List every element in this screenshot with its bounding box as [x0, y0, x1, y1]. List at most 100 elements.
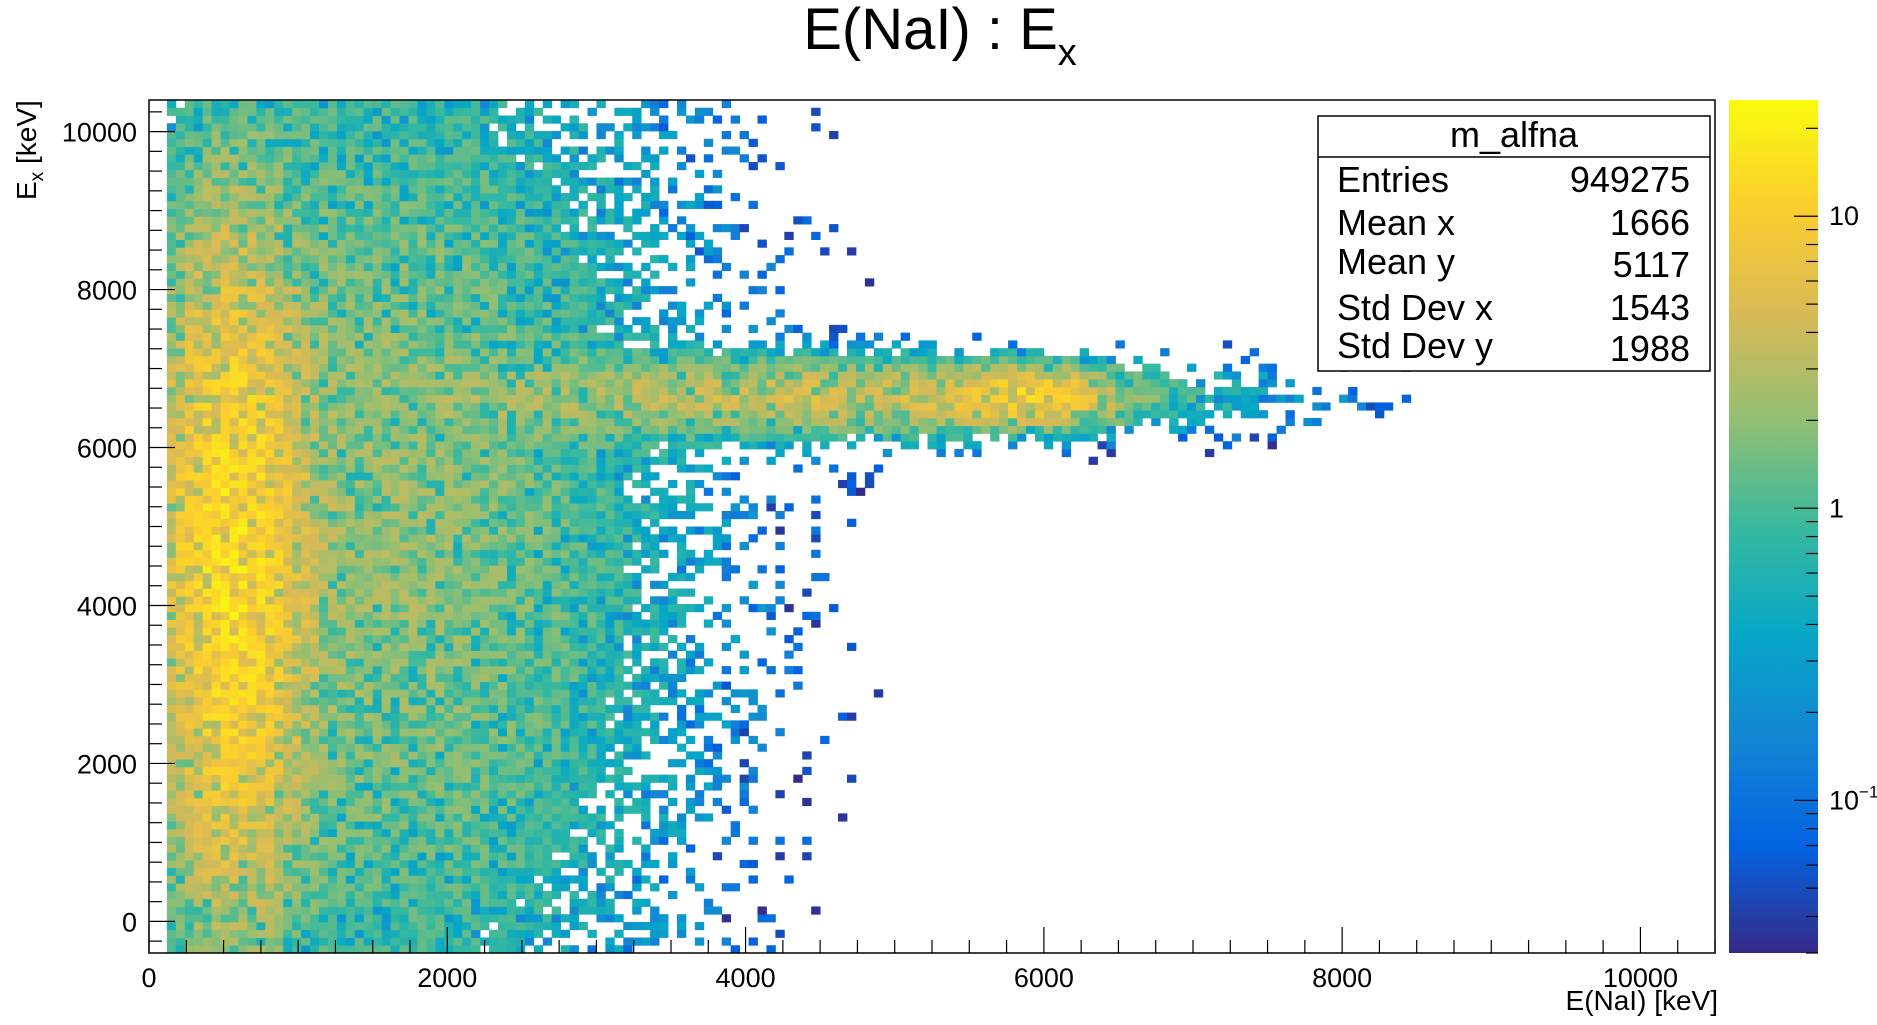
heatmap-cell: [363, 898, 374, 907]
heatmap-cell: [480, 642, 490, 651]
heatmap-cell: [363, 138, 374, 147]
heatmap-cell: [193, 472, 204, 481]
heatmap-cell: [480, 797, 490, 807]
heatmap-cell: [175, 666, 186, 675]
heatmap-cell: [560, 929, 570, 938]
heatmap-cell: [524, 611, 535, 620]
heatmap-cell: [426, 247, 436, 256]
heatmap-cell: [426, 379, 436, 388]
heatmap-cell: [435, 185, 445, 194]
heatmap-cell: [435, 689, 445, 698]
heatmap-cell: [238, 751, 248, 760]
heatmap-cell: [301, 650, 311, 659]
heatmap-cell: [551, 697, 562, 706]
heatmap-cell: [292, 115, 302, 124]
heatmap-cell: [283, 526, 293, 535]
heatmap-cell: [462, 208, 472, 217]
heatmap-cell: [542, 495, 553, 504]
heatmap-cell: [497, 697, 508, 706]
heatmap-cell: [220, 797, 230, 807]
heatmap-cell: [390, 503, 400, 512]
heatmap-cell: [435, 921, 445, 931]
heatmap-cell: [274, 666, 284, 675]
heatmap-cell: [319, 200, 329, 209]
heatmap-cell: [202, 441, 213, 450]
heatmap-cell: [435, 666, 445, 675]
heatmap-cell: [533, 301, 544, 310]
heatmap-cell: [211, 704, 221, 713]
heatmap-cell: [238, 169, 248, 178]
heatmap-cell: [256, 906, 266, 915]
heatmap-cell: [166, 766, 177, 776]
heatmap-cell: [524, 510, 535, 520]
heatmap-cell: [497, 495, 508, 504]
heatmap-cell: [202, 797, 213, 807]
heatmap-cell: [229, 317, 239, 326]
heatmap-cell: [390, 425, 400, 434]
heatmap-cell: [211, 542, 221, 551]
heatmap-cell: [238, 371, 248, 380]
heatmap-cell: [426, 224, 436, 233]
heatmap-cell: [363, 774, 374, 783]
heatmap-cell: [480, 371, 490, 380]
heatmap-cell: [542, 433, 553, 442]
heatmap-cell: [229, 107, 239, 116]
heatmap-cell: [515, 697, 526, 706]
heatmap-cell: [247, 301, 257, 310]
heatmap-cell: [551, 193, 562, 202]
heatmap-cell: [462, 945, 472, 953]
heatmap-cell: [372, 813, 383, 822]
heatmap-cell: [292, 859, 302, 869]
heatmap-cell: [166, 867, 177, 876]
heatmap-cell: [301, 681, 311, 690]
heatmap-cell: [408, 200, 418, 209]
heatmap-cell: [184, 666, 195, 675]
heatmap-cell: [202, 402, 213, 411]
heatmap-cell: [471, 107, 481, 116]
heatmap-cell: [471, 286, 481, 295]
heatmap-cell: [354, 650, 365, 659]
heatmap-cell: [417, 697, 427, 706]
heatmap-cell: [238, 262, 248, 271]
heatmap-cell: [480, 286, 490, 295]
heatmap-cell: [515, 162, 526, 171]
heatmap-cell: [435, 200, 445, 209]
heatmap-cell: [336, 852, 347, 861]
heatmap-cell: [390, 433, 400, 442]
heatmap-cell: [363, 123, 374, 132]
heatmap-cell: [471, 898, 481, 907]
heatmap-cell: [336, 425, 347, 434]
heatmap-cell: [211, 278, 221, 287]
heatmap-cell: [310, 146, 320, 155]
heatmap-cell: [408, 828, 418, 838]
heatmap-cell: [220, 565, 230, 574]
heatmap-cell: [283, 270, 293, 279]
heatmap-cell: [354, 154, 365, 163]
heatmap-cell: [408, 929, 418, 938]
heatmap-cell: [560, 479, 570, 489]
heatmap-cell: [184, 774, 195, 783]
heatmap-cell: [319, 704, 329, 713]
heatmap-cell: [471, 821, 481, 830]
heatmap-cell: [229, 448, 239, 458]
heatmap-cell: [310, 348, 320, 357]
heatmap-cell: [497, 169, 508, 178]
heatmap-cell: [381, 131, 392, 140]
heatmap-cell: [274, 549, 284, 558]
heatmap-cell: [399, 169, 409, 178]
heatmap-cell: [444, 565, 454, 574]
heatmap-cell: [211, 162, 221, 171]
heatmap-cell: [256, 704, 266, 713]
heatmap-cell: [399, 712, 409, 721]
heatmap-cell: [471, 239, 481, 248]
heatmap-cell: [336, 479, 347, 489]
heatmap-cell: [319, 286, 329, 295]
heatmap-cell: [256, 898, 266, 907]
heatmap-cell: [489, 286, 499, 295]
heatmap-cell: [256, 301, 266, 310]
heatmap-cell: [229, 627, 239, 636]
heatmap-cell: [238, 906, 248, 915]
heatmap-cell: [354, 852, 365, 861]
heatmap-cell: [265, 844, 275, 853]
heatmap-cell: [256, 875, 266, 884]
